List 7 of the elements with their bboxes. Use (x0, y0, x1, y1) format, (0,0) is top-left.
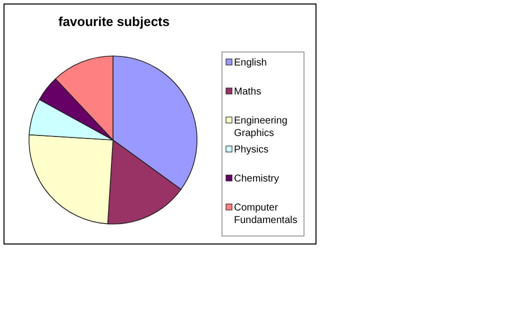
legend-label: Computer Fundamentals (234, 202, 298, 226)
legend-label: Physics (234, 144, 268, 156)
legend-label: Chemistry (234, 174, 280, 184)
legend-label: Maths (234, 86, 262, 98)
legend-label: Engineering Graphics (234, 116, 288, 139)
legend-label: English (234, 58, 267, 68)
chart-title: favourite subjects (58, 14, 170, 29)
